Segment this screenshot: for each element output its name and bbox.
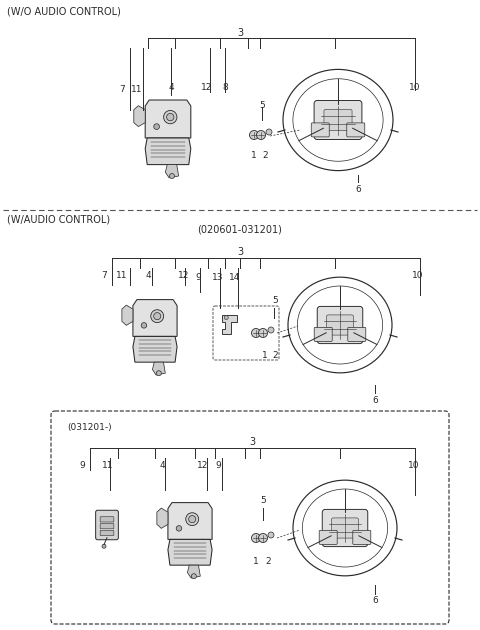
Circle shape — [186, 513, 199, 525]
Text: 4: 4 — [145, 270, 151, 280]
Text: 13: 13 — [212, 273, 224, 282]
Text: 1: 1 — [253, 558, 259, 566]
Text: 2: 2 — [262, 151, 268, 159]
Circle shape — [169, 173, 175, 178]
Circle shape — [154, 312, 161, 319]
Polygon shape — [165, 164, 179, 178]
Circle shape — [154, 123, 159, 129]
Text: 10: 10 — [412, 270, 424, 280]
Text: (031201-): (031201-) — [67, 423, 112, 432]
Circle shape — [266, 129, 272, 135]
Circle shape — [250, 130, 259, 139]
Polygon shape — [222, 315, 237, 334]
Circle shape — [252, 534, 261, 542]
Text: 1: 1 — [262, 350, 268, 360]
FancyBboxPatch shape — [314, 328, 332, 341]
Text: 12: 12 — [201, 83, 213, 91]
Polygon shape — [153, 362, 165, 375]
Circle shape — [151, 310, 164, 323]
FancyBboxPatch shape — [317, 306, 363, 343]
Polygon shape — [168, 503, 212, 539]
Text: 6: 6 — [355, 185, 361, 194]
Text: 9: 9 — [215, 461, 221, 469]
Circle shape — [102, 544, 106, 548]
FancyBboxPatch shape — [100, 517, 114, 522]
Text: 3: 3 — [249, 437, 255, 447]
Circle shape — [189, 515, 196, 523]
Circle shape — [164, 110, 177, 123]
Text: 9: 9 — [79, 461, 85, 469]
FancyBboxPatch shape — [353, 530, 371, 544]
Circle shape — [259, 534, 267, 542]
Text: 11: 11 — [102, 461, 114, 469]
Polygon shape — [187, 565, 200, 578]
Circle shape — [167, 113, 174, 121]
Text: 2: 2 — [272, 350, 278, 360]
Text: 12: 12 — [197, 461, 209, 469]
Polygon shape — [134, 106, 145, 127]
Text: 3: 3 — [237, 28, 243, 38]
FancyBboxPatch shape — [348, 328, 366, 341]
FancyBboxPatch shape — [327, 315, 353, 335]
Text: 12: 12 — [178, 270, 190, 280]
Text: 5: 5 — [272, 296, 278, 305]
Text: 4: 4 — [159, 461, 165, 469]
FancyBboxPatch shape — [319, 530, 337, 544]
FancyBboxPatch shape — [100, 530, 114, 536]
Text: (W/O AUDIO CONTROL): (W/O AUDIO CONTROL) — [7, 7, 121, 17]
Text: 8: 8 — [222, 83, 228, 91]
FancyBboxPatch shape — [332, 518, 359, 538]
FancyBboxPatch shape — [96, 510, 119, 540]
Text: 6: 6 — [372, 596, 378, 605]
FancyBboxPatch shape — [314, 101, 362, 139]
Circle shape — [268, 327, 274, 333]
Polygon shape — [122, 305, 133, 325]
FancyBboxPatch shape — [322, 510, 368, 547]
Circle shape — [268, 532, 274, 538]
Text: (020601-031201): (020601-031201) — [198, 225, 282, 235]
FancyBboxPatch shape — [311, 123, 329, 137]
Text: 14: 14 — [229, 273, 240, 282]
Text: 5: 5 — [260, 496, 266, 505]
Circle shape — [192, 574, 196, 579]
Text: 11: 11 — [131, 84, 143, 93]
Text: 9: 9 — [195, 273, 201, 282]
Polygon shape — [133, 336, 177, 362]
Text: 7: 7 — [101, 270, 107, 280]
Circle shape — [259, 328, 267, 338]
Circle shape — [252, 328, 261, 338]
Text: 1: 1 — [251, 151, 257, 159]
FancyBboxPatch shape — [324, 110, 352, 130]
Polygon shape — [157, 508, 168, 529]
Text: 11: 11 — [116, 270, 128, 280]
Text: 10: 10 — [408, 461, 420, 469]
Text: 7: 7 — [119, 84, 125, 93]
Polygon shape — [145, 100, 191, 138]
Text: 3: 3 — [237, 247, 243, 257]
FancyBboxPatch shape — [100, 524, 114, 529]
Text: (W/AUDIO CONTROL): (W/AUDIO CONTROL) — [7, 215, 110, 225]
Circle shape — [141, 323, 147, 328]
Polygon shape — [145, 138, 191, 164]
Circle shape — [224, 316, 228, 319]
Text: 5: 5 — [259, 101, 265, 110]
Text: 6: 6 — [372, 396, 378, 405]
FancyBboxPatch shape — [347, 123, 365, 137]
Polygon shape — [133, 300, 177, 336]
Polygon shape — [168, 539, 212, 565]
Text: 10: 10 — [409, 83, 421, 91]
Text: 4: 4 — [168, 83, 174, 91]
Circle shape — [176, 525, 182, 531]
Circle shape — [156, 370, 161, 375]
Text: 2: 2 — [265, 558, 271, 566]
Circle shape — [256, 130, 265, 139]
